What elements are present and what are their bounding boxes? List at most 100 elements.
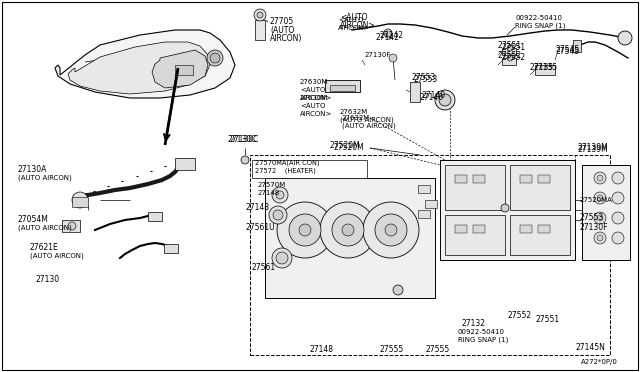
Circle shape (594, 232, 606, 244)
Text: 27621E: 27621E (30, 244, 59, 253)
Circle shape (384, 29, 392, 37)
Bar (502, 58, 516, 65)
Bar (455, 225, 467, 233)
Circle shape (375, 214, 407, 246)
Text: AIRCON>: AIRCON> (338, 25, 371, 31)
Circle shape (597, 195, 603, 201)
Text: 27520MA: 27520MA (580, 197, 613, 203)
Text: 27553: 27553 (412, 74, 436, 83)
Text: 27561: 27561 (252, 263, 276, 273)
Circle shape (612, 192, 624, 204)
Circle shape (363, 202, 419, 258)
Text: 27630M: 27630M (300, 79, 328, 85)
Text: 27130F: 27130F (580, 224, 609, 232)
Polygon shape (55, 30, 235, 98)
Text: 27555: 27555 (425, 346, 449, 355)
Text: RING SNAP (1): RING SNAP (1) (515, 23, 565, 29)
Text: <AUTO: <AUTO (300, 87, 325, 93)
Text: 27572    (HEATER): 27572 (HEATER) (255, 168, 316, 174)
Text: 27545: 27545 (555, 45, 579, 55)
Text: 27570M: 27570M (258, 182, 286, 188)
Circle shape (276, 252, 288, 264)
Text: 27130C: 27130C (230, 135, 259, 144)
Bar (473, 225, 485, 233)
Bar (252, 160, 367, 178)
Text: (AUTO AIRCON): (AUTO AIRCON) (18, 175, 72, 181)
Circle shape (273, 210, 283, 220)
Text: AIRCON>: AIRCON> (300, 111, 332, 117)
Bar (510, 215, 570, 255)
Circle shape (612, 172, 624, 184)
Bar (425, 200, 437, 208)
Text: A272*0P/0: A272*0P/0 (581, 359, 618, 365)
Bar (72, 197, 88, 207)
Text: (AUTO: (AUTO (270, 26, 294, 35)
Text: (AUTO AIRCON): (AUTO AIRCON) (340, 117, 394, 123)
Text: 27139M: 27139M (578, 144, 609, 153)
Circle shape (272, 187, 288, 203)
Bar (330, 85, 355, 91)
Text: (AUTO AIRCON): (AUTO AIRCON) (342, 123, 396, 129)
Text: 27553: 27553 (414, 76, 438, 84)
Circle shape (439, 94, 451, 106)
Circle shape (597, 235, 603, 241)
Text: 27561U: 27561U (245, 224, 275, 232)
Bar (418, 185, 430, 193)
Circle shape (435, 90, 455, 110)
Text: <AUTO: <AUTO (338, 17, 364, 23)
Text: 27551: 27551 (498, 41, 522, 49)
Bar (538, 225, 550, 233)
Circle shape (299, 224, 311, 236)
Bar (325, 80, 360, 92)
Circle shape (332, 214, 364, 246)
Bar (445, 165, 505, 210)
Text: 27140: 27140 (420, 93, 444, 102)
Polygon shape (152, 50, 208, 88)
Circle shape (207, 50, 223, 66)
Circle shape (594, 192, 606, 204)
Text: AIRCON>: AIRCON> (300, 95, 332, 101)
Text: 00922-50410: 00922-50410 (458, 329, 505, 335)
Bar (520, 225, 532, 233)
Bar (445, 215, 505, 255)
Text: 27130C: 27130C (228, 135, 257, 144)
Circle shape (612, 232, 624, 244)
Bar (473, 175, 485, 183)
Text: 27570MA(AIR CON): 27570MA(AIR CON) (255, 160, 319, 166)
Text: 27552: 27552 (502, 52, 526, 61)
Text: (AUTO AIRCON): (AUTO AIRCON) (18, 225, 72, 231)
Circle shape (389, 54, 397, 62)
Circle shape (612, 212, 624, 224)
Text: 27545: 27545 (555, 48, 579, 57)
Text: 27145N: 27145N (575, 343, 605, 353)
Circle shape (501, 204, 509, 212)
Text: 27135: 27135 (530, 64, 554, 73)
Bar (440, 160, 575, 260)
Text: 27520M: 27520M (333, 144, 364, 153)
Bar (250, 155, 610, 355)
Bar (510, 165, 570, 210)
Circle shape (597, 175, 603, 181)
Text: 27130: 27130 (35, 276, 59, 285)
Text: 27130F: 27130F (365, 52, 392, 58)
Text: 00922-50410: 00922-50410 (515, 15, 562, 21)
Text: 27630M: 27630M (300, 95, 328, 101)
Circle shape (597, 215, 603, 221)
Text: RING SNAP (1): RING SNAP (1) (458, 337, 508, 343)
Text: 27139M: 27139M (578, 145, 609, 154)
Bar (265, 178, 435, 298)
Text: 27148: 27148 (245, 203, 269, 212)
Bar (582, 165, 630, 260)
Circle shape (507, 55, 513, 61)
Circle shape (277, 202, 333, 258)
Circle shape (393, 285, 403, 295)
Bar (62, 220, 80, 232)
Bar (573, 40, 581, 52)
Circle shape (385, 224, 397, 236)
Circle shape (241, 156, 249, 164)
Text: 27054M: 27054M (18, 215, 49, 224)
Circle shape (254, 9, 266, 21)
Text: 27148: 27148 (258, 190, 280, 196)
Text: 27551: 27551 (535, 315, 559, 324)
Circle shape (507, 45, 513, 51)
